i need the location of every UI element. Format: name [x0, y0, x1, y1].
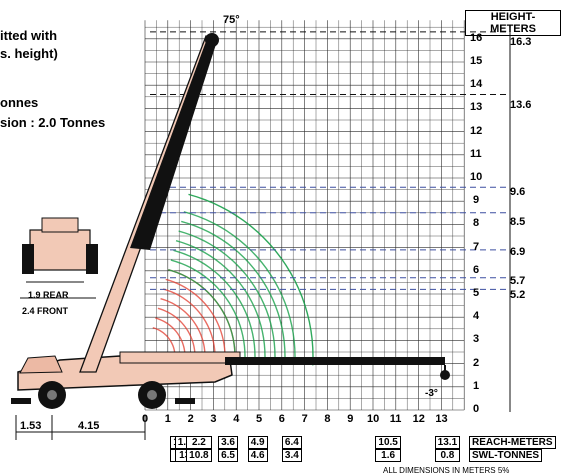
header-line-4: sion : 2.0 Tonnes [0, 115, 106, 130]
height-tick-label: 12 [470, 124, 483, 137]
reach-value: 4.9 [247, 436, 268, 449]
wheelbase-label-1: 1.53 [20, 420, 42, 432]
front-track-label: 2.4 FRONT [22, 306, 69, 316]
red-load-arc [160, 298, 206, 360]
height-tick-label: 6 [473, 263, 480, 276]
reach-value: 6.4 [281, 436, 302, 449]
green-load-arc [181, 220, 286, 364]
load-curves [152, 193, 314, 366]
reach-tick-label: 1 [164, 413, 171, 425]
height-tick-label: 1 [473, 379, 480, 392]
height-tick-label: 10 [470, 171, 483, 183]
reach-swl-pair: 6.4 3.4 [281, 436, 302, 462]
green-load-arc [178, 230, 276, 364]
max-height-5-7: 5.7 [510, 275, 526, 287]
boom-raised [79, 33, 219, 373]
height-tick-label: 7 [473, 240, 480, 253]
height-tick-label: 13 [470, 101, 483, 114]
wheelbase-label-2: 4.15 [78, 420, 100, 432]
reach-tick-label: 2 [187, 413, 194, 425]
max-height-9-6: 9.6 [510, 186, 526, 198]
red-load-arc [162, 288, 216, 361]
reach-tick-label: 10 [367, 413, 380, 425]
height-meters-label: HEIGHT-METERS [465, 10, 561, 36]
max-height-13-6: 13.6 [510, 99, 532, 111]
reach-value: 10.5 [375, 436, 401, 449]
crane-front-view [20, 217, 98, 299]
reach-tick-label: 13 [435, 413, 448, 425]
red-load-arc [157, 307, 196, 360]
reach-tick-label: 8 [324, 413, 331, 425]
height-tick-label: 14 [470, 78, 483, 91]
green-load-arc [168, 269, 236, 362]
height-tick-label: 15 [470, 55, 483, 67]
reach-tick-label: 11 [389, 413, 402, 425]
max-angle-label: 75° [223, 14, 240, 26]
reach-tick-label: 5 [256, 413, 263, 425]
max-height-6-9: 6.9 [510, 246, 526, 258]
swl-value: 0.8 [434, 449, 461, 462]
rear-track-label: 1.9 REAR [28, 290, 69, 300]
reach-swl-pair: 13.1 0.8 [434, 436, 461, 462]
red-load-arc [152, 326, 176, 359]
green-load-arc [170, 259, 246, 362]
green-load-arc [173, 249, 256, 363]
reach-meters-label: REACH-METERS [469, 436, 556, 449]
green-load-arc [183, 211, 296, 365]
reach-tick-label: 3 [210, 413, 217, 425]
height-tick-label: 9 [473, 194, 480, 207]
reach-value: 13.1 [434, 436, 461, 449]
swl-value: 1.6 [375, 449, 401, 462]
height-tick-label: 8 [473, 217, 480, 230]
height-tick-label: 11 [470, 147, 482, 160]
reach-tick-label: 12 [412, 413, 425, 425]
reach-value: 2.2 [186, 436, 212, 449]
header-line-2: s. height) [0, 46, 58, 61]
swl-value: 10.8 [186, 449, 212, 462]
min-angle-label: -3° [425, 388, 438, 399]
height-tick-label: 2 [473, 356, 480, 369]
reach-value: 3.6 [218, 436, 238, 449]
reach-swl-pair: 4.9 4.6 [247, 436, 268, 462]
red-load-arc [155, 317, 186, 359]
reach-tick-label: 9 [347, 413, 354, 425]
height-tick-label: 4 [473, 310, 480, 323]
max-height-16-3: 16.3 [510, 36, 532, 48]
green-load-arc [188, 193, 314, 366]
swl-tonnes-label: SWL-TONNES [469, 449, 543, 462]
reach-tick-label: 6 [278, 413, 285, 425]
height-tick-label: 3 [473, 333, 480, 346]
footer-note: ALL DIMENSIONS IN METERS 5% [383, 466, 510, 475]
height-tick-label: 5 [473, 287, 480, 299]
height-tick-label: 0 [473, 403, 480, 415]
header-line-3: onnes [0, 95, 39, 110]
green-load-arc [175, 240, 266, 363]
boom-horizontal [119, 351, 450, 380]
max-height-8-5: 8.5 [510, 216, 526, 228]
crane-body [11, 355, 233, 409]
header-line-1: itted with [0, 28, 58, 43]
swl-value: 4.6 [247, 449, 268, 462]
red-load-arc [165, 278, 226, 361]
reach-swl-pair: 2.2 10.8 [186, 436, 212, 462]
reach-swl-pair: 10.5 1.6 [375, 436, 401, 462]
swl-value: 3.4 [281, 449, 302, 462]
max-height-5-2: 5.2 [510, 289, 526, 301]
reach-tick-label: 4 [233, 413, 240, 425]
swl-value: 6.5 [218, 449, 238, 462]
reach-swl-pair: 3.6 6.5 [218, 436, 238, 462]
reach-tick-label: 0 [142, 413, 149, 425]
height-tick-label: 16 [470, 31, 483, 44]
reach-tick-label: 7 [301, 413, 308, 425]
